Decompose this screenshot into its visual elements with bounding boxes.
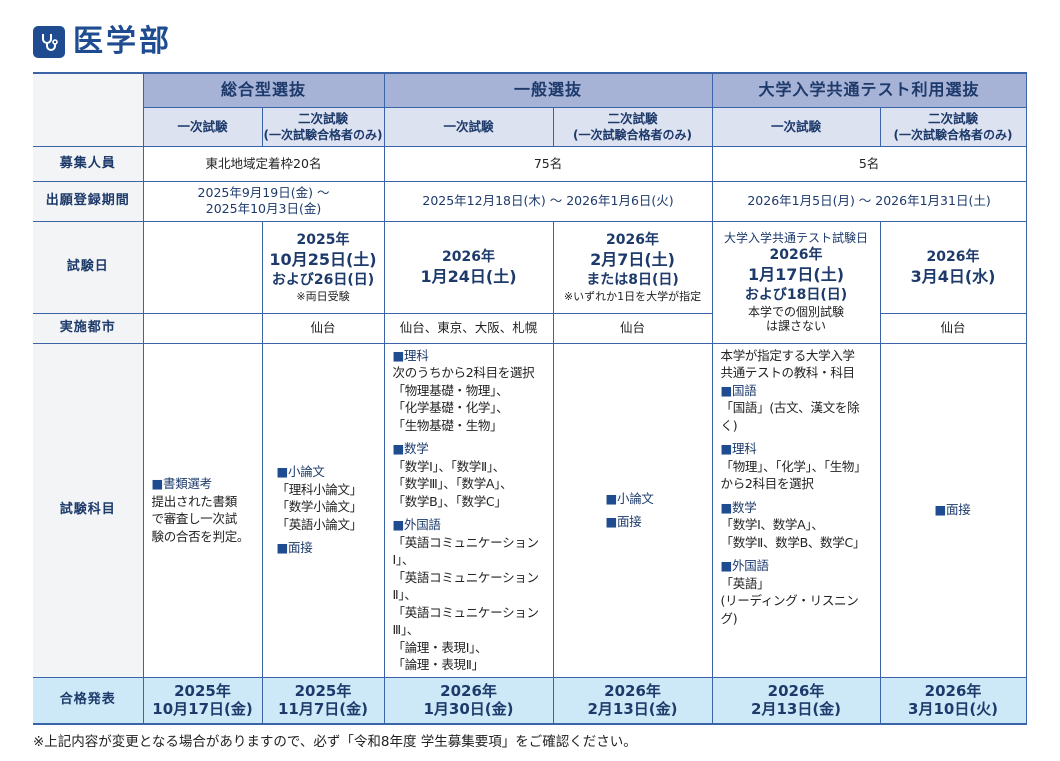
city-sogo2: 仙台 xyxy=(261,312,385,344)
subject-line: 「数学Ⅲ」、「数学A」、 xyxy=(392,476,513,491)
subject-line: 「英語コミュニケーションⅡ」、 xyxy=(392,569,539,603)
subject-line: 験の合否を判定。 xyxy=(151,528,250,544)
subject-line: 「英語コミュニケーションⅠ」、 xyxy=(392,534,539,568)
subheader-first: 一次試験 xyxy=(711,106,881,147)
subheader-second: 二次試験 (一次試験合格者のみ) xyxy=(552,106,713,147)
subjects-ippan1: 理科次のうちから2科目を選択「物理基礎・物理」、「化学基礎・化学」、「生物基礎・… xyxy=(383,342,554,678)
footer-note: ※上記内容が変更となる場合がありますので、必ず「令和8年度 学生募集要項」をご確… xyxy=(33,734,637,750)
subject-line: 「物理基礎・物理」、 xyxy=(392,382,509,398)
subject-line: から2科目を選択 xyxy=(720,476,814,491)
department-title: 医学部 xyxy=(73,24,172,59)
subject-heading: 面接 xyxy=(277,539,376,557)
city-sogo1 xyxy=(142,312,263,344)
admission-table: 総合型選抜 一般選抜 大学入学共通テスト利用選抜 一次試験 二次試験 (一次試験合… xyxy=(33,72,1027,725)
result-date: 2026年 2月13日(金) xyxy=(711,676,881,725)
row-label: 試験科目 xyxy=(33,342,144,678)
subject-line: 「英語小論文」 xyxy=(276,516,363,532)
capacity-ippan: 75名 xyxy=(383,145,713,182)
row-period: 出願登録期間 2025年9月19日(金) ～ 2025年10月3日(金) 2025… xyxy=(33,180,1027,222)
exam-date-sogo2: 2025年 10月25日(土) および26日(日) ※両日受験 xyxy=(261,220,385,314)
row-label: 実施都市 xyxy=(33,312,144,344)
city-kyotsu2: 仙台 xyxy=(879,312,1027,344)
subheader-first: 一次試験 xyxy=(142,106,263,147)
subject-line: 「数学小論文」 xyxy=(276,499,363,515)
row-label: 出願登録期間 xyxy=(33,180,144,222)
row-label: 試験日 xyxy=(33,220,144,314)
subject-line: 「数学B」、「数学C」 xyxy=(392,493,507,509)
subject-heading: 数学 xyxy=(721,499,872,517)
subject-heading: 外国語 xyxy=(393,516,545,534)
capacity-kyotsu: 5名 xyxy=(711,145,1027,182)
period-kyotsu: 2026年1月5日(月) ～ 2026年1月31日(土) xyxy=(711,180,1027,222)
subheader-first: 一次試験 xyxy=(383,106,554,147)
subheader-second: 二次試験 (一次試験合格者のみ) xyxy=(261,106,385,147)
result-date: 2025年 10月17日(金) xyxy=(142,676,263,725)
capacity-sogo: 東北地域定着枠20名 xyxy=(142,145,385,182)
period-sogo: 2025年9月19日(金) ～ 2025年10月3日(金) xyxy=(142,180,385,222)
result-date: 2026年 3月10日(火) xyxy=(879,676,1027,725)
exam-date-ippan2: 2026年 2月7日(土) または8日(日) ※いずれか1日を大学が指定 xyxy=(552,220,713,314)
exam-date-sogo1 xyxy=(142,220,263,314)
city-ippan1: 仙台、東京、大阪、札幌 xyxy=(383,312,554,344)
subject-line: 「生物基礎・生物」 xyxy=(392,417,503,433)
subject-line: 「英語コミュニケーションⅢ」、 xyxy=(392,604,539,638)
stethoscope-icon xyxy=(33,26,65,58)
subject-line: 「物理」、「化学」、「生物」 xyxy=(720,458,867,474)
row-results: 合格発表 2025年 10月17日(金) 2025年 11月7日(金) 2026年 1… xyxy=(33,676,1027,725)
subject-line: (リーディング・リスニング) xyxy=(720,593,859,626)
subject-heading: 理科 xyxy=(393,347,545,365)
subjects-sogo2: 小論文「理科小論文」「数学小論文」「英語小論文」面接 xyxy=(261,342,385,678)
city-ippan2: 仙台 xyxy=(552,312,713,344)
row-capacity: 募集人員 東北地域定着枠20名 75名 5名 xyxy=(33,145,1027,182)
group-header-ippan: 一般選抜 xyxy=(383,72,713,108)
subject-heading: 面接 xyxy=(606,513,704,531)
result-date: 2026年 2月13日(金) xyxy=(552,676,713,725)
subheader-second: 二次試験 (一次試験合格者のみ) xyxy=(879,106,1027,147)
exam-date-kyotsu2: 2026年 3月4日(水) xyxy=(879,220,1027,314)
result-date: 2025年 11月7日(金) xyxy=(261,676,385,725)
subject-line: 「英語」 xyxy=(720,575,770,591)
group-header-sogo: 総合型選抜 xyxy=(142,72,385,108)
exam-date-ippan1: 2026年 1月24日(土) xyxy=(383,220,554,314)
row-label: 募集人員 xyxy=(33,145,144,182)
result-date: 2026年 1月30日(金) xyxy=(383,676,554,725)
row-exam-date: 試験日 2025年 10月25日(土) および26日(日) ※両日受験 2026… xyxy=(33,220,1027,344)
subject-line: で審査し一次試 xyxy=(151,511,238,526)
subject-heading: 小論文 xyxy=(606,490,704,508)
subject-line: 「理科小論文」 xyxy=(276,481,363,497)
subject-heading: 外国語 xyxy=(721,557,872,575)
exam-date-kyotsu1: 大学入学共通テスト試験日 2026年 1月17日(土) および18日(日) 本学… xyxy=(711,220,881,344)
subjects-ippan2: 小論文面接 xyxy=(552,342,713,678)
subject-heading: 書類選考 xyxy=(152,475,254,493)
subject-line: 次のうちから2科目を選択 xyxy=(392,365,535,380)
subjects-kyotsu1: 本学が指定する大学入学 共通テストの教科・科目 国語「国語」(古文、漢文を除く)… xyxy=(711,342,881,678)
subject-line: 「数学Ⅱ、数学B、数学C」 xyxy=(720,534,866,550)
period-ippan: 2025年12月18日(木) ～ 2026年1月6日(火) xyxy=(383,180,713,222)
row-label: 合格発表 xyxy=(33,676,144,725)
subject-line: 「論理・表現Ⅱ」 xyxy=(392,657,485,672)
subject-heading: 面接 xyxy=(935,501,1018,519)
subject-line: 「国語」(古文、漢文を除く) xyxy=(720,400,860,433)
subject-heading: 国語 xyxy=(721,382,872,400)
subject-heading: 小論文 xyxy=(277,463,376,481)
subject-line: 「論理・表現Ⅰ」、 xyxy=(392,639,488,655)
group-header-kyotsu: 大学入学共通テスト利用選抜 xyxy=(711,72,1027,108)
corner-cell xyxy=(33,72,144,147)
page-title: 医学部 xyxy=(33,26,172,58)
subject-line: 提出された書類 xyxy=(151,493,238,509)
subject-line: 「数学Ⅰ」、「数学Ⅱ」、 xyxy=(392,458,506,474)
subject-heading: 数学 xyxy=(393,440,545,458)
subject-line: 「数学Ⅰ、数学A」、 xyxy=(720,517,824,532)
subjects-kyotsu2: 面接 xyxy=(879,342,1027,678)
subject-line: 「化学基礎・化学」、 xyxy=(392,400,509,415)
subject-heading: 理科 xyxy=(721,440,872,458)
